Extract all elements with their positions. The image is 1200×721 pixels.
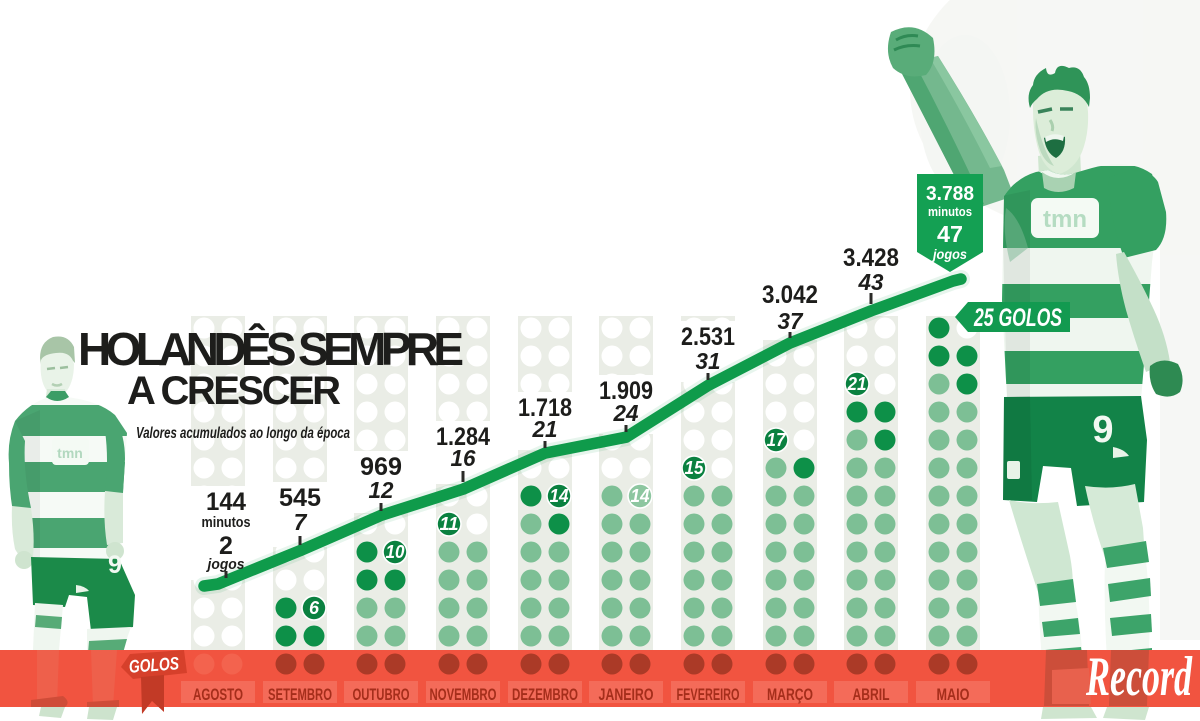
svg-text:ABRIL: ABRIL xyxy=(853,685,890,704)
svg-text:3.042: 3.042 xyxy=(762,281,818,309)
svg-text:14: 14 xyxy=(550,486,569,506)
svg-text:A CRESCER: A CRESCER xyxy=(127,369,341,413)
svg-text:DEZEMBRO: DEZEMBRO xyxy=(512,685,578,704)
svg-text:6: 6 xyxy=(309,598,320,618)
svg-text:7: 7 xyxy=(294,509,308,535)
svg-text:47: 47 xyxy=(937,221,963,247)
svg-text:1.909: 1.909 xyxy=(599,377,653,405)
svg-text:1.284: 1.284 xyxy=(436,423,490,451)
svg-text:NOVEMBRO: NOVEMBRO xyxy=(430,685,497,704)
svg-text:545: 545 xyxy=(279,484,321,512)
svg-text:24: 24 xyxy=(613,400,639,426)
svg-text:25 GOLOS: 25 GOLOS xyxy=(973,304,1062,332)
svg-text:11: 11 xyxy=(440,514,459,534)
svg-text:15: 15 xyxy=(685,458,705,478)
svg-text:tmn: tmn xyxy=(1043,206,1087,233)
svg-text:minutos: minutos xyxy=(202,514,251,531)
svg-text:SETEMBRO: SETEMBRO xyxy=(268,685,332,704)
svg-text:2: 2 xyxy=(219,532,233,560)
svg-text:3.428: 3.428 xyxy=(843,244,899,272)
svg-text:16: 16 xyxy=(451,445,476,471)
svg-text:jogos: jogos xyxy=(206,556,245,573)
svg-text:12: 12 xyxy=(369,477,394,503)
svg-text:10: 10 xyxy=(386,542,405,562)
svg-text:9: 9 xyxy=(1092,409,1113,451)
svg-text:21: 21 xyxy=(532,416,558,442)
svg-text:AGOSTO: AGOSTO xyxy=(193,685,243,704)
svg-text:HOLANDÊS SEMPRE: HOLANDÊS SEMPRE xyxy=(78,323,464,375)
svg-text:2.531: 2.531 xyxy=(681,323,735,351)
svg-text:MARÇO: MARÇO xyxy=(767,685,813,704)
svg-text:969: 969 xyxy=(360,453,402,481)
svg-text:Valores acumulados ao longo da: Valores acumulados ao longo da época xyxy=(136,425,350,442)
svg-text:MAIO: MAIO xyxy=(937,685,970,704)
svg-text:3.788: 3.788 xyxy=(926,183,974,205)
svg-text:17: 17 xyxy=(767,430,787,450)
svg-text:OUTUBRO: OUTUBRO xyxy=(353,685,410,704)
svg-text:37: 37 xyxy=(778,308,804,334)
svg-text:1.718: 1.718 xyxy=(518,394,572,422)
svg-text:21: 21 xyxy=(847,374,867,394)
svg-text:31: 31 xyxy=(696,348,721,374)
svg-text:9: 9 xyxy=(108,551,122,579)
svg-text:tmn: tmn xyxy=(57,445,83,461)
svg-text:FEVEREIRO: FEVEREIRO xyxy=(677,685,740,704)
svg-text:JANEIRO: JANEIRO xyxy=(599,685,654,704)
svg-text:minutos: minutos xyxy=(928,204,972,219)
svg-text:144: 144 xyxy=(206,488,246,516)
svg-text:Record: Record xyxy=(1085,646,1192,708)
svg-text:GOLOS: GOLOS xyxy=(128,653,179,676)
svg-text:jogos: jogos xyxy=(931,246,967,262)
svg-text:43: 43 xyxy=(858,269,884,295)
svg-text:14: 14 xyxy=(631,486,650,506)
